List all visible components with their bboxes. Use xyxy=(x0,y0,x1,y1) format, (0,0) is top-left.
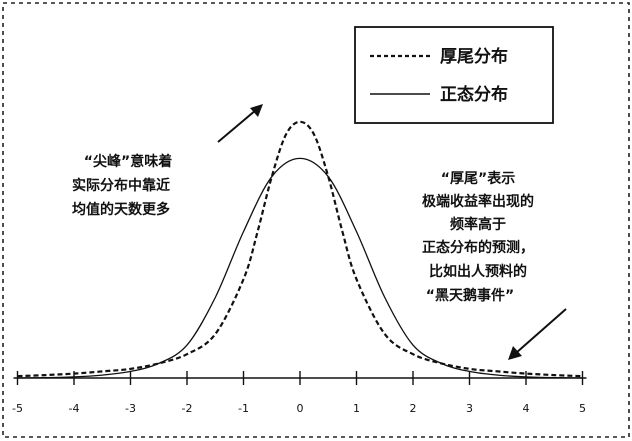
legend-box xyxy=(354,26,554,124)
annotation-tail-line: “黑天鹅事件” xyxy=(426,287,514,304)
legend: 厚尾分布 正态分布 xyxy=(354,26,554,124)
series-line-fat-tailed xyxy=(17,120,583,378)
series-line-normal xyxy=(17,157,583,379)
annotation-tail-line: 频率高于 xyxy=(450,216,506,233)
annotation-tail-line: 正态分布的预测， xyxy=(422,239,534,256)
x-tick-label: 0 xyxy=(297,402,304,415)
legend-label-fat-tailed: 厚尾分布 xyxy=(440,46,508,67)
annotation-peak-line: 均值的天数更多 xyxy=(72,201,170,218)
arrow-peak-head xyxy=(250,104,263,117)
x-tick-label: -3 xyxy=(125,402,136,415)
x-axis-tick-labels: -5 -4 -3 -2 -1 0 1 2 3 4 5 xyxy=(12,402,586,415)
annotation-peak-line: 实际分布中靠近 xyxy=(72,177,170,194)
x-tick-label: 1 xyxy=(353,402,360,415)
annotation-tail-line: 极端收益率出现的 xyxy=(422,193,534,210)
x-tick-label: -5 xyxy=(12,402,23,415)
x-tick-label: 4 xyxy=(523,402,530,415)
annotation-tail-line: “厚尾”表示 xyxy=(441,170,515,187)
x-tick-label: -2 xyxy=(182,402,193,415)
annotation-tail-line: 比如出人预料的 xyxy=(429,263,527,280)
annotation-peak: “尖峰”意味着 实际分布中靠近 均值的天数更多 xyxy=(72,153,172,218)
x-tick-label: -4 xyxy=(69,402,80,415)
x-tick-label: 2 xyxy=(410,402,417,415)
arrow-peak-shaft xyxy=(217,109,257,143)
x-tick-label: -1 xyxy=(238,402,249,415)
x-tick-label: 5 xyxy=(579,402,586,415)
legend-label-normal: 正态分布 xyxy=(440,84,508,105)
arrow-tail xyxy=(508,308,567,360)
annotation-peak-line: “尖峰”意味着 xyxy=(84,153,172,170)
arrow-tail-shaft xyxy=(515,308,567,354)
arrow-tail-head xyxy=(508,346,522,360)
annotation-tail: “厚尾”表示 极端收益率出现的 频率高于 正态分布的预测， 比如出人预料的 “黑… xyxy=(422,170,534,304)
x-tick-label: 3 xyxy=(466,402,473,415)
arrow-peak xyxy=(217,104,263,143)
